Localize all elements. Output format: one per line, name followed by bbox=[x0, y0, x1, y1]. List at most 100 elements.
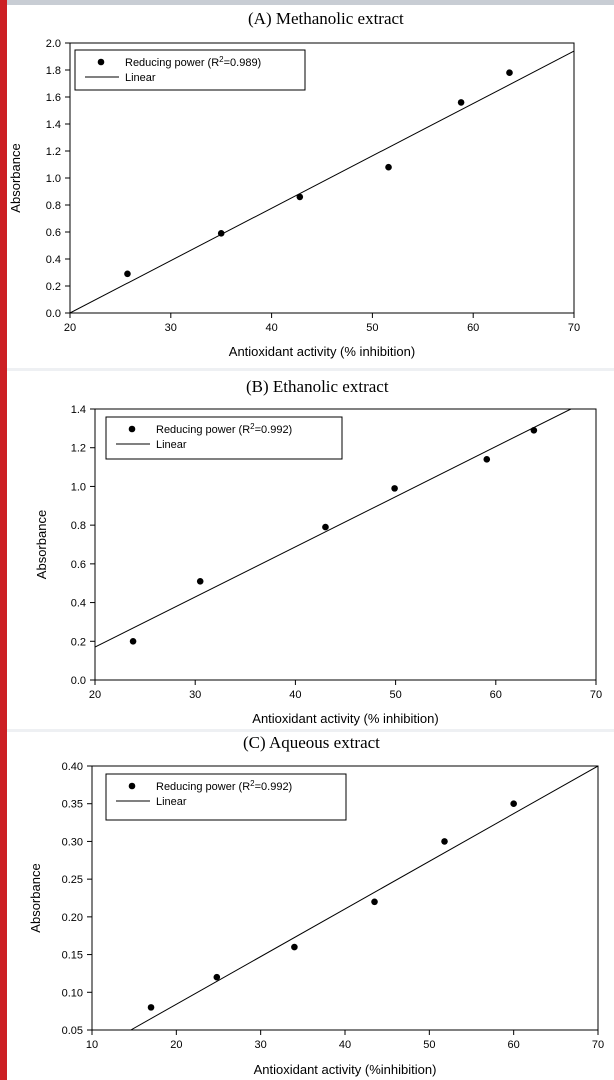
x-tick-label: 30 bbox=[165, 322, 177, 334]
y-tick-label: 1.8 bbox=[46, 65, 61, 77]
legend-entry-reducing-power: Reducing power (R2=0.992) bbox=[156, 779, 292, 793]
panel-separator bbox=[7, 729, 614, 732]
chart-title: (C) Aqueous extract bbox=[243, 733, 380, 752]
y-tick-label: 0.35 bbox=[62, 799, 83, 811]
legend-text: Reducing power (R bbox=[156, 424, 250, 436]
legend: Reducing power (R2=0.989) Linear bbox=[74, 49, 306, 91]
linear-fit-line bbox=[70, 50, 574, 313]
legend-marker bbox=[128, 425, 136, 433]
data-point bbox=[296, 193, 304, 201]
x-tick-label: 30 bbox=[255, 1039, 267, 1051]
x-tick-label: 60 bbox=[467, 322, 479, 334]
data-point bbox=[441, 838, 448, 845]
data-point bbox=[147, 1004, 155, 1011]
data-point bbox=[124, 270, 131, 278]
y-tick-label: 0.8 bbox=[71, 520, 86, 532]
legend-marker bbox=[128, 782, 136, 790]
legend-box bbox=[74, 49, 306, 91]
y-tick-label: 1.6 bbox=[46, 92, 61, 104]
data-point bbox=[385, 163, 392, 171]
y-tick-label: 2.0 bbox=[46, 38, 61, 50]
data-point bbox=[217, 230, 225, 237]
chart-methanolic-extract: (A) Methanolic extract 20 30 40 50 60 70 0.0 0.2… bbox=[8, 9, 580, 359]
x-tick-label: 40 bbox=[339, 1039, 351, 1051]
data-point bbox=[291, 943, 298, 951]
x-tick-label: 50 bbox=[389, 689, 401, 701]
y-tick-label: 0.20 bbox=[62, 912, 83, 924]
y-tick-label: 0.30 bbox=[62, 836, 83, 848]
y-tick-label: 0.25 bbox=[62, 874, 83, 886]
window-top-border bbox=[0, 0, 614, 5]
plot-frame bbox=[94, 408, 597, 681]
x-tick-label: 20 bbox=[64, 322, 76, 334]
x-tick-label: 70 bbox=[568, 322, 580, 334]
legend-superscript: 2 bbox=[219, 55, 224, 64]
legend-text: =0.992) bbox=[255, 424, 293, 436]
y-tick-label: 0.40 bbox=[62, 761, 83, 773]
x-tick-label: 40 bbox=[265, 322, 277, 334]
legend-entry-linear: Linear bbox=[156, 796, 187, 808]
legend-superscript: 2 bbox=[250, 779, 255, 788]
x-tick-label: 40 bbox=[289, 689, 301, 701]
legend-box bbox=[105, 416, 343, 460]
y-tick-label: 1.4 bbox=[71, 404, 86, 416]
y-tick-label: 0.05 bbox=[62, 1025, 83, 1037]
x-tick-label: 70 bbox=[590, 689, 602, 701]
legend-text: =0.992) bbox=[255, 781, 293, 793]
y-tick-label: 0.2 bbox=[71, 636, 86, 648]
data-point bbox=[530, 426, 538, 434]
legend-text: =0.989) bbox=[224, 57, 262, 69]
y-tick-label: 0.6 bbox=[46, 227, 61, 239]
data-point bbox=[129, 637, 137, 645]
x-tick-label: 10 bbox=[86, 1039, 98, 1051]
legend-entry-linear: Linear bbox=[156, 439, 187, 451]
x-tick-label: 70 bbox=[592, 1039, 604, 1051]
y-tick-label: 0.8 bbox=[46, 200, 61, 212]
x-tick-label: 20 bbox=[89, 689, 101, 701]
linear-fit-line bbox=[95, 409, 572, 648]
y-tick-label: 1.4 bbox=[46, 119, 61, 131]
y-tick-label: 1.2 bbox=[46, 146, 61, 158]
data-point bbox=[371, 898, 378, 906]
data-point bbox=[506, 69, 513, 76]
x-axis-label: Antioxidant activity (% inhibition) bbox=[229, 344, 415, 359]
data-point bbox=[483, 456, 491, 463]
y-tick-label: 1.0 bbox=[46, 173, 61, 185]
data-point bbox=[391, 485, 398, 492]
x-axis-label: Antioxidant activity (%inhibition) bbox=[254, 1062, 437, 1077]
legend-superscript: 2 bbox=[250, 422, 255, 431]
y-tick-label: 0.0 bbox=[71, 675, 86, 687]
chart-aqueous-extract: (C) Aqueous extract 10 20 30 40 50 60 70 0.05 0.1… bbox=[28, 733, 604, 1077]
y-tick-label: 0.4 bbox=[46, 254, 61, 266]
data-point bbox=[457, 99, 465, 106]
y-tick-label: 0.6 bbox=[71, 559, 86, 571]
legend: Reducing power (R2=0.992) Linear bbox=[105, 773, 347, 821]
y-tick-label: 1.2 bbox=[71, 443, 86, 455]
panel-separator bbox=[7, 368, 614, 371]
x-tick-label: 30 bbox=[189, 689, 201, 701]
left-accent-bar bbox=[0, 0, 7, 1080]
y-axis-label: Absorbance bbox=[8, 143, 23, 212]
data-point bbox=[213, 973, 221, 981]
data-point bbox=[510, 800, 517, 808]
y-tick-label: 0.10 bbox=[62, 987, 83, 999]
x-axis-label: Antioxidant activity (% inhibition) bbox=[252, 711, 438, 726]
legend-marker bbox=[97, 58, 105, 66]
legend-entry-linear: Linear bbox=[125, 72, 156, 84]
y-axis-label: Absorbance bbox=[28, 863, 43, 932]
x-tick-label: 50 bbox=[366, 322, 378, 334]
y-tick-label: 1.0 bbox=[71, 481, 86, 493]
linear-fit-line bbox=[130, 766, 598, 1030]
chart-title: (B) Ethanolic extract bbox=[246, 377, 389, 396]
chart-ethanolic-extract: (B) Ethanolic extract 20 30 40 50 60 70 0.0 0.2 0… bbox=[34, 377, 602, 726]
legend: Reducing power (R2=0.992) Linear bbox=[105, 416, 343, 460]
y-tick-label: 0.0 bbox=[46, 308, 61, 320]
legend-entry-reducing-power: Reducing power (R2=0.989) bbox=[125, 55, 261, 69]
legend-text: Reducing power (R bbox=[125, 57, 219, 69]
x-tick-label: 60 bbox=[508, 1039, 520, 1051]
chart-title: (A) Methanolic extract bbox=[248, 9, 404, 28]
x-tick-label: 20 bbox=[170, 1039, 182, 1051]
legend-box bbox=[105, 773, 347, 821]
legend-text: Reducing power (R bbox=[156, 781, 250, 793]
y-axis-label: Absorbance bbox=[34, 510, 49, 579]
